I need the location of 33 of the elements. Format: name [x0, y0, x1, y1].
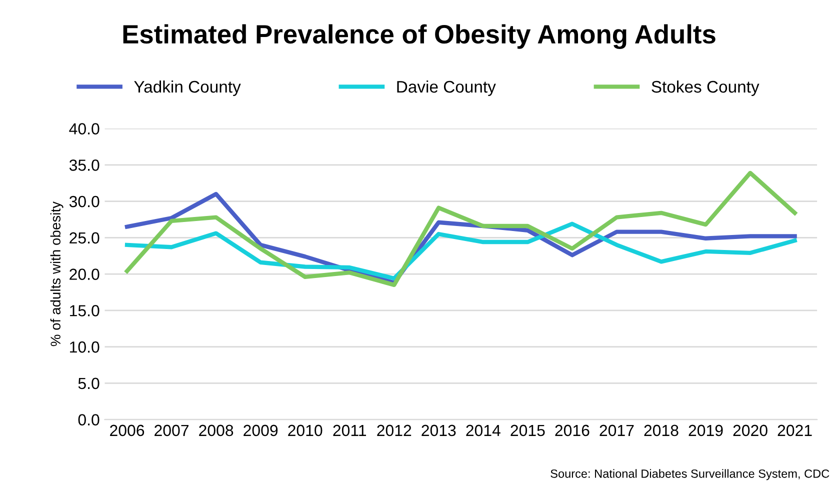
x-tick-label: 2015 [510, 424, 545, 436]
x-tick-label: 2020 [733, 424, 768, 436]
line-series [124, 170, 797, 288]
legend-label: Yadkin County [134, 80, 241, 96]
x-tick-label: 2010 [288, 424, 322, 436]
y-tick-label: 25.0 [70, 232, 100, 244]
x-tick-label: 2016 [555, 424, 590, 436]
x-tick-label: 2019 [688, 424, 723, 436]
x-tick-label: 2009 [244, 424, 278, 436]
x-tick-label: 2011 [333, 424, 366, 436]
y-tick-label: 15.0 [70, 305, 100, 316]
y-tick-label: 40.0 [69, 123, 100, 134]
y-axis-title: % of adults with obesity [50, 201, 64, 346]
x-tick-label: 2012 [377, 424, 412, 436]
legend-label: Davie County [397, 80, 496, 96]
source-note: Source: National Diabetes Surveillance System, CDC [550, 469, 830, 480]
y-tick-label: 5.0 [78, 378, 100, 390]
y-tick-label: 30.0 [69, 196, 100, 208]
x-tick-label: 2013 [422, 424, 456, 436]
x-tick-label: 2014 [466, 424, 500, 436]
line-series [124, 222, 797, 280]
x-tick-label: 2008 [199, 424, 234, 436]
x-tick-label: 2007 [154, 424, 188, 436]
x-tick-label: 2021 [778, 424, 812, 436]
x-tick-label: 2018 [644, 424, 678, 436]
y-tick-label: 10.0 [70, 341, 100, 353]
x-tick-label: 2006 [110, 424, 144, 436]
y-tick-label: 0.0 [78, 414, 100, 426]
chart-title: Estimated Prevalence of Obesity Among Adults [123, 24, 716, 49]
x-tick-label: 2017 [600, 424, 634, 436]
y-tick-label: 35.0 [69, 160, 100, 171]
y-tick-label: 20.0 [70, 268, 100, 280]
legend-label: Stokes County [652, 80, 760, 96]
